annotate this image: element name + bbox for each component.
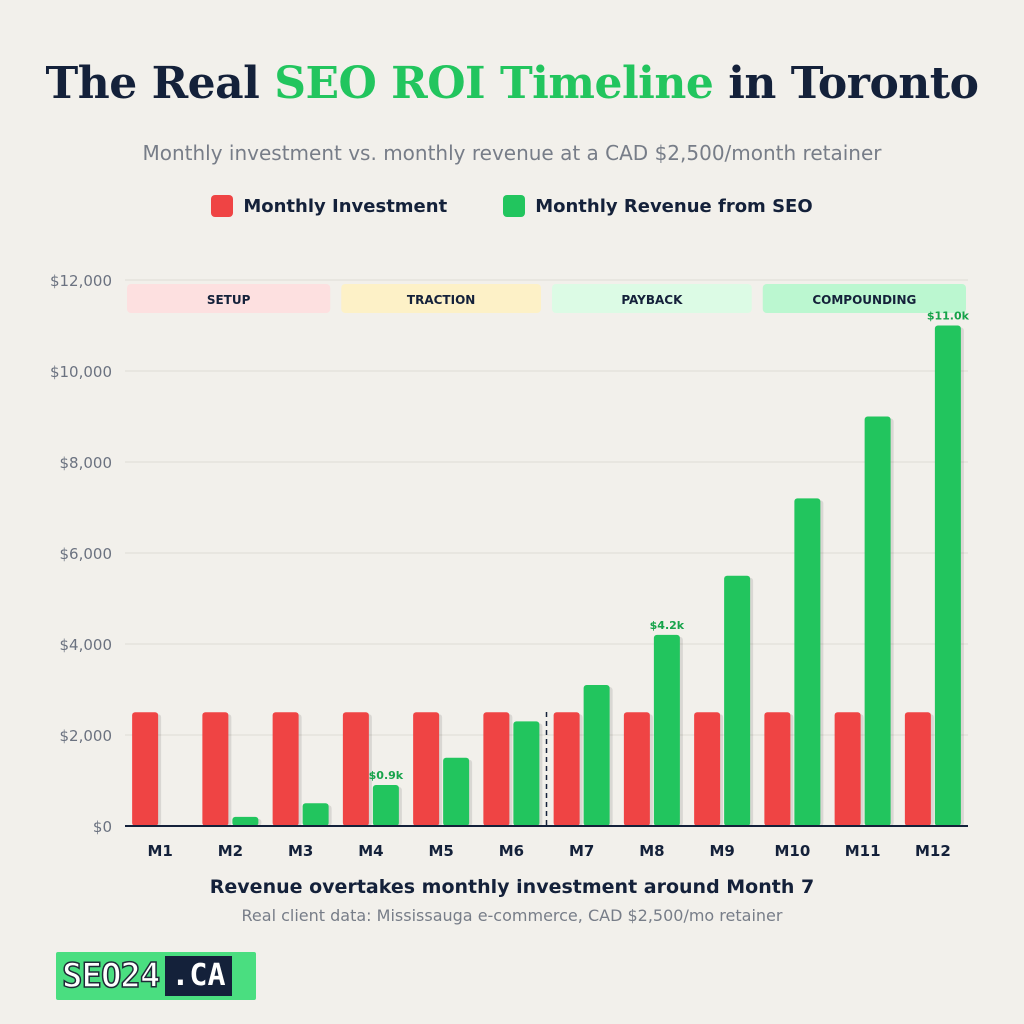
x-tick-label: M4 [358, 842, 383, 860]
source-note: Real client data: Mississauga e-commerce… [241, 906, 783, 925]
bar-investment-m12 [904, 712, 931, 826]
title-part-1: The Real [45, 58, 275, 109]
legend-item-investment: Monthly Investment [211, 195, 447, 217]
bar-revenue-m5 [443, 757, 470, 826]
x-tick-label: M5 [428, 842, 453, 860]
legend-label-revenue: Monthly Revenue from SEO [535, 195, 813, 217]
bar-investment-m7 [553, 712, 580, 826]
x-tick-label: M12 [915, 842, 951, 860]
phase-label-traction: TRACTION [407, 293, 475, 307]
brand-logo: SEO24 .CA [56, 952, 256, 1000]
chart-subtitle: Monthly investment vs. monthly revenue a… [142, 141, 882, 165]
legend-swatch-revenue [503, 195, 526, 217]
title-part-2: in Toronto [713, 58, 979, 109]
y-tick-label: $12,000 [50, 272, 112, 290]
legend-label-investment: Monthly Investment [243, 195, 448, 217]
x-tick-label: M6 [499, 842, 524, 860]
bar-investment-m1 [132, 712, 159, 826]
data-label: $4.2k [650, 619, 685, 632]
title-accent: SEO ROI Timeline [274, 58, 714, 109]
bar-revenue-m7 [583, 684, 610, 826]
y-tick-label: $6,000 [60, 545, 113, 563]
legend: Monthly Investment Monthly Revenue from … [0, 195, 1024, 217]
phase-band-traction [341, 284, 541, 313]
bar-revenue-m10 [794, 498, 821, 826]
bar-revenue-m2 [232, 816, 259, 826]
bar-investment-m2 [202, 712, 229, 826]
phase-label-payback: PAYBACK [621, 293, 683, 307]
x-tick-label: M10 [774, 842, 810, 860]
bar-investment-m10 [764, 712, 791, 826]
y-tick-label: $10,000 [50, 363, 112, 381]
legend-item-revenue: Monthly Revenue from SEO [503, 195, 813, 217]
logo-text: SEO24 [61, 955, 161, 997]
bar-revenue-m11 [864, 416, 891, 826]
bar-revenue-m8 [653, 634, 680, 826]
data-label: $0.9k [369, 769, 404, 782]
phase-label-compounding: COMPOUNDING [812, 293, 916, 307]
y-tick-label: $8,000 [60, 454, 113, 472]
y-tick-label: $4,000 [60, 636, 113, 654]
x-tick-label: M3 [288, 842, 313, 860]
x-tick-label: M1 [147, 842, 172, 860]
bar-investment-m6 [483, 712, 510, 826]
bar-revenue-m6 [513, 721, 540, 826]
bar-chart: $0 $2,000 $4,000 $6,000 $8,000 $10,000 $12,000… [50, 272, 970, 860]
phase-band-payback [552, 284, 752, 313]
bar-investment-m4 [342, 712, 369, 826]
bar-investment-m5 [413, 712, 440, 826]
x-tick-label: M11 [845, 842, 881, 860]
bar-investment-m8 [623, 712, 650, 826]
y-tick-label: $2,000 [60, 727, 113, 745]
y-tick-label: $0 [93, 818, 112, 836]
chart-title: The Real SEO ROI Timeline in Toronto [0, 58, 1024, 109]
chart-caption: Revenue overtakes monthly investment aro… [209, 876, 815, 898]
bar-revenue-m3 [302, 803, 329, 826]
phase-band-setup [127, 284, 331, 313]
x-tick-label: M2 [218, 842, 243, 860]
data-label: $11.0k [927, 310, 970, 323]
bar-investment-m9 [694, 712, 721, 826]
phase-label-setup: SETUP [207, 293, 251, 307]
x-tick-label: M9 [709, 842, 734, 860]
phase-band-compounding [762, 284, 966, 313]
bar-revenue-m9 [724, 575, 751, 826]
x-tick-label: M8 [639, 842, 664, 860]
bar-investment-m3 [272, 712, 299, 826]
bar-revenue-m12 [934, 325, 961, 826]
legend-swatch-investment [211, 195, 234, 217]
x-tick-label: M7 [569, 842, 594, 860]
logo-tld: .CA [165, 956, 232, 996]
bar-revenue-m4 [372, 785, 399, 826]
bar-investment-m11 [834, 712, 861, 826]
